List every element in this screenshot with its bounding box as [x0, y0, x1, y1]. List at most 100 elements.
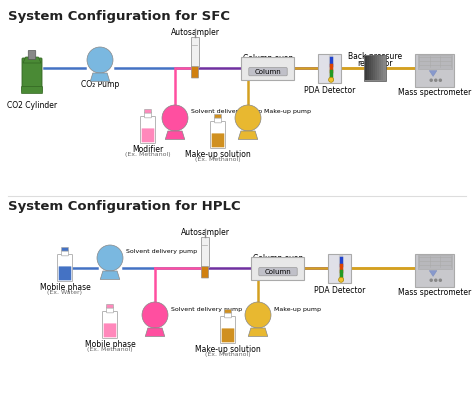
Text: Mobile phase: Mobile phase	[40, 283, 91, 292]
FancyBboxPatch shape	[383, 56, 385, 80]
FancyBboxPatch shape	[381, 56, 383, 80]
Text: Column oven: Column oven	[243, 54, 293, 63]
Text: Solvent delivery pump: Solvent delivery pump	[126, 249, 197, 255]
FancyBboxPatch shape	[220, 316, 236, 343]
Text: Autosampler: Autosampler	[171, 28, 219, 37]
FancyBboxPatch shape	[59, 267, 71, 280]
FancyBboxPatch shape	[252, 257, 304, 280]
Polygon shape	[165, 131, 185, 139]
FancyBboxPatch shape	[107, 307, 113, 313]
FancyBboxPatch shape	[369, 56, 371, 80]
FancyBboxPatch shape	[222, 328, 234, 342]
FancyBboxPatch shape	[145, 112, 151, 118]
FancyBboxPatch shape	[210, 122, 226, 148]
Polygon shape	[23, 57, 41, 63]
FancyBboxPatch shape	[57, 255, 73, 282]
Polygon shape	[248, 328, 268, 337]
FancyBboxPatch shape	[140, 116, 155, 143]
Text: regulator: regulator	[357, 59, 393, 68]
Circle shape	[87, 47, 113, 73]
Text: Mobile phase: Mobile phase	[85, 340, 136, 349]
Circle shape	[338, 277, 344, 282]
Circle shape	[97, 245, 123, 271]
Text: Autosampler: Autosampler	[181, 228, 229, 237]
Text: (Ex. Methanol): (Ex. Methanol)	[125, 152, 171, 157]
FancyBboxPatch shape	[215, 117, 221, 123]
FancyBboxPatch shape	[249, 68, 287, 76]
Text: Column oven: Column oven	[253, 254, 303, 263]
Text: Solvent delivery pump: Solvent delivery pump	[171, 307, 242, 312]
Text: Make-up pump: Make-up pump	[274, 307, 321, 312]
Text: Make-up pump: Make-up pump	[264, 110, 311, 114]
Text: CO₂ Pump: CO₂ Pump	[81, 80, 119, 89]
FancyBboxPatch shape	[225, 312, 231, 318]
Circle shape	[235, 105, 261, 131]
FancyBboxPatch shape	[377, 56, 379, 80]
Text: Column: Column	[264, 269, 292, 275]
FancyBboxPatch shape	[62, 250, 68, 256]
FancyBboxPatch shape	[225, 309, 231, 313]
Circle shape	[328, 77, 334, 82]
FancyBboxPatch shape	[319, 53, 341, 82]
Text: Back pressure: Back pressure	[348, 52, 402, 61]
FancyBboxPatch shape	[367, 56, 369, 80]
FancyBboxPatch shape	[62, 248, 68, 251]
Circle shape	[434, 78, 438, 82]
FancyBboxPatch shape	[365, 56, 367, 80]
FancyBboxPatch shape	[416, 53, 455, 86]
Polygon shape	[238, 131, 258, 139]
FancyBboxPatch shape	[28, 51, 36, 59]
Text: PDA Detector: PDA Detector	[304, 86, 356, 95]
Text: Make-up solution: Make-up solution	[185, 150, 251, 159]
FancyBboxPatch shape	[215, 114, 221, 118]
FancyBboxPatch shape	[418, 55, 452, 69]
FancyBboxPatch shape	[21, 86, 43, 93]
Text: (Ex. Water): (Ex. Water)	[47, 290, 82, 295]
Polygon shape	[145, 328, 165, 337]
Polygon shape	[100, 271, 120, 280]
FancyBboxPatch shape	[379, 56, 381, 80]
FancyBboxPatch shape	[416, 253, 455, 286]
Circle shape	[438, 78, 442, 82]
Circle shape	[142, 302, 168, 328]
Text: (Ex. Methanol): (Ex. Methanol)	[87, 347, 133, 352]
FancyBboxPatch shape	[241, 57, 294, 80]
FancyBboxPatch shape	[107, 305, 113, 308]
FancyBboxPatch shape	[191, 37, 199, 67]
FancyBboxPatch shape	[259, 268, 297, 276]
FancyBboxPatch shape	[364, 55, 386, 81]
Polygon shape	[429, 270, 437, 276]
FancyBboxPatch shape	[142, 128, 155, 142]
FancyBboxPatch shape	[104, 324, 116, 337]
FancyBboxPatch shape	[191, 67, 199, 78]
FancyBboxPatch shape	[375, 56, 377, 80]
Circle shape	[429, 78, 433, 82]
FancyBboxPatch shape	[102, 312, 118, 339]
Text: Solvent delivery pump: Solvent delivery pump	[191, 110, 262, 114]
Text: (Ex. Methanol): (Ex. Methanol)	[205, 352, 251, 357]
Text: System Configuration for HPLC: System Configuration for HPLC	[8, 200, 241, 213]
Text: Mass spectrometer: Mass spectrometer	[398, 88, 472, 97]
Text: Mass spectrometer: Mass spectrometer	[398, 288, 472, 297]
FancyBboxPatch shape	[201, 237, 209, 267]
Circle shape	[429, 278, 433, 282]
FancyBboxPatch shape	[212, 133, 224, 147]
FancyBboxPatch shape	[201, 267, 209, 278]
Text: PDA Detector: PDA Detector	[314, 286, 365, 295]
Circle shape	[162, 105, 188, 131]
Text: (Ex. Methanol): (Ex. Methanol)	[195, 157, 241, 162]
Text: CO2 Cylinder: CO2 Cylinder	[7, 101, 57, 110]
Text: System Configuration for SFC: System Configuration for SFC	[8, 10, 230, 23]
Text: Column: Column	[255, 69, 282, 75]
FancyBboxPatch shape	[328, 253, 352, 282]
FancyBboxPatch shape	[145, 109, 151, 113]
FancyBboxPatch shape	[418, 255, 452, 269]
Circle shape	[438, 278, 442, 282]
FancyBboxPatch shape	[22, 58, 42, 92]
Text: Make-up solution: Make-up solution	[195, 345, 261, 354]
Polygon shape	[429, 70, 437, 76]
Circle shape	[434, 278, 438, 282]
FancyBboxPatch shape	[371, 56, 373, 80]
FancyBboxPatch shape	[373, 56, 375, 80]
Polygon shape	[90, 73, 110, 82]
